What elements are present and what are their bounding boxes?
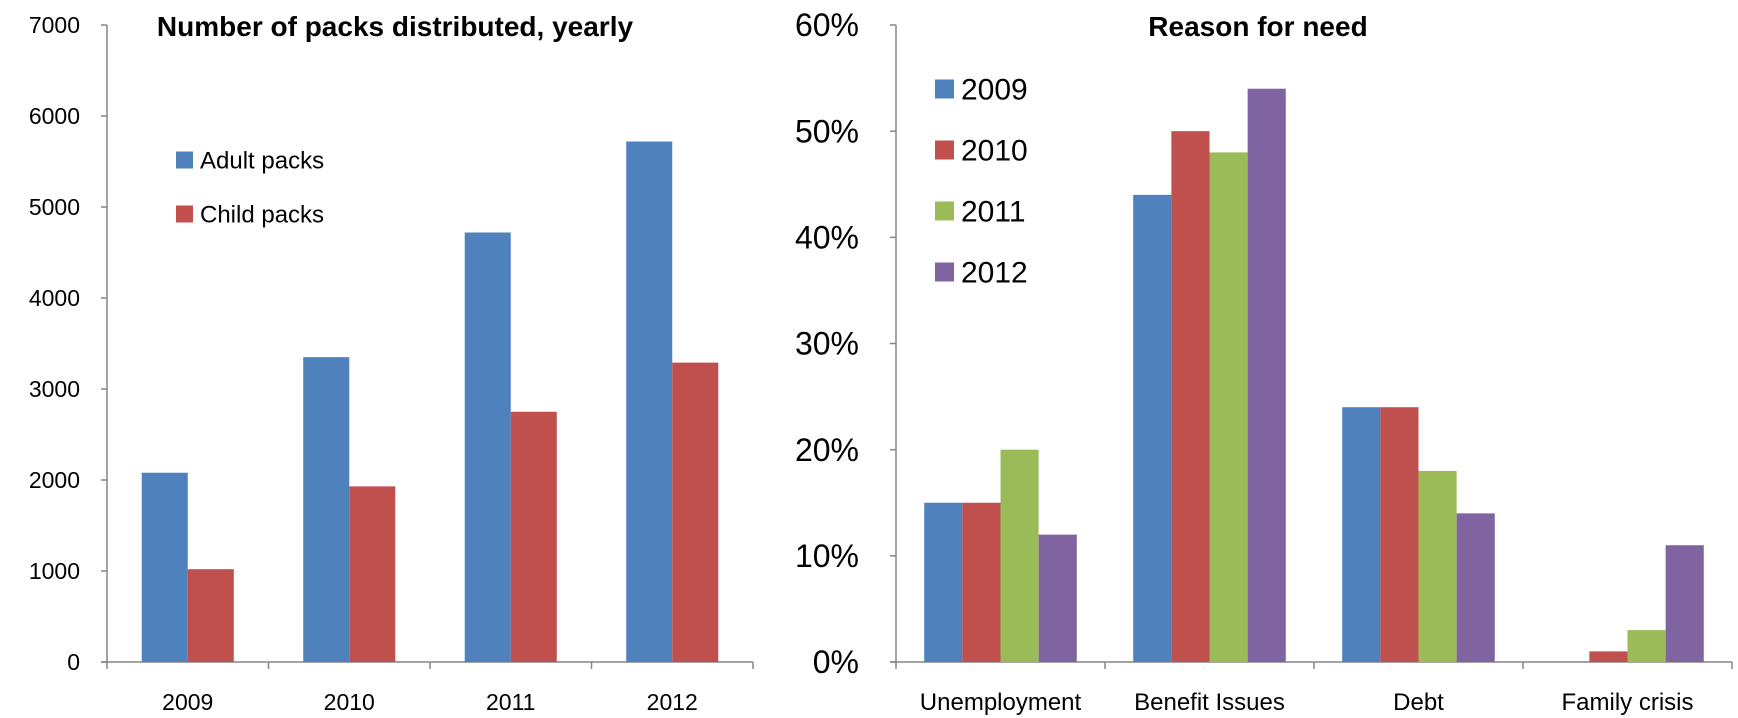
bar <box>1342 407 1381 662</box>
y-tick-label: 40% <box>795 220 859 256</box>
y-tick-label: 60% <box>795 7 859 43</box>
legend-swatch <box>176 205 193 223</box>
x-tick-label: Unemployment <box>920 689 1082 716</box>
legend-swatch <box>935 140 954 160</box>
y-tick-label: 1000 <box>29 558 80 584</box>
y-tick-label: 6000 <box>29 103 80 129</box>
bar <box>1627 630 1666 662</box>
bar <box>962 502 1001 662</box>
bar <box>1247 88 1286 662</box>
bar <box>303 357 350 662</box>
legend-label: Child packs <box>200 201 324 228</box>
y-tick-label: 7000 <box>29 12 80 38</box>
x-tick-label: Family crisis <box>1562 689 1694 716</box>
chart-title: Number of packs distributed, yearly <box>157 11 634 42</box>
bar <box>1380 407 1419 662</box>
legend-label: 2011 <box>961 196 1026 229</box>
bar <box>1418 470 1457 662</box>
legend-label: 2009 <box>961 74 1028 107</box>
bar <box>1038 534 1077 662</box>
legend-swatch <box>176 151 193 169</box>
y-tick-label: 20% <box>795 432 859 468</box>
bar <box>187 569 234 662</box>
legend-swatch <box>935 262 954 282</box>
bar <box>672 362 719 662</box>
bar <box>464 232 511 663</box>
y-tick-label: 10% <box>795 538 859 574</box>
bar <box>924 502 963 662</box>
bar <box>141 472 188 662</box>
legend-label: 2010 <box>961 135 1028 168</box>
y-tick-label: 50% <box>795 113 859 149</box>
bar <box>1589 651 1628 662</box>
bar <box>626 141 673 663</box>
y-tick-label: 30% <box>795 326 859 362</box>
bar <box>1665 545 1704 662</box>
bar <box>1000 449 1039 662</box>
bar <box>349 486 396 662</box>
bar <box>510 411 557 662</box>
x-tick-label: 2012 <box>647 689 698 715</box>
x-tick-label: Debt <box>1393 689 1444 716</box>
bar <box>1171 131 1210 662</box>
y-tick-label: 3000 <box>29 376 80 402</box>
legend-label: Adult packs <box>200 147 324 174</box>
x-tick-label: 2009 <box>162 689 213 715</box>
y-tick-label: 4000 <box>29 285 80 311</box>
bar <box>1209 152 1248 662</box>
x-tick-label: 2011 <box>486 689 535 715</box>
y-tick-label: 5000 <box>29 194 80 220</box>
chart-title: Reason for need <box>1148 11 1367 42</box>
bar <box>1456 513 1495 662</box>
y-tick-label: 0 <box>67 649 80 675</box>
x-tick-label: 2010 <box>324 689 375 715</box>
y-tick-label: 2000 <box>29 467 80 493</box>
legend-swatch <box>935 79 954 99</box>
y-tick-label: 0% <box>813 644 859 680</box>
legend-swatch <box>935 201 954 221</box>
legend-label: 2012 <box>961 257 1028 290</box>
bar <box>1133 194 1172 662</box>
x-tick-label: Benefit Issues <box>1134 689 1285 716</box>
